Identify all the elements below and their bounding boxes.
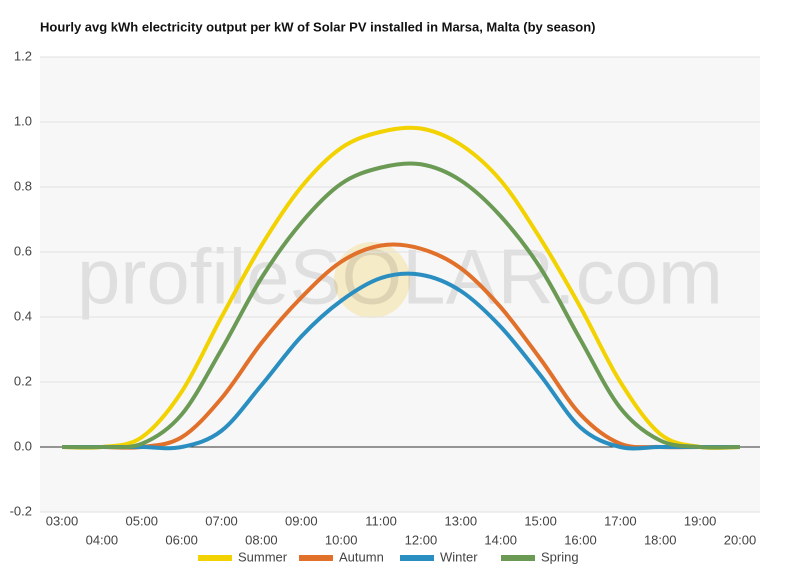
x-tick-label: 14:00: [484, 532, 517, 547]
x-tick-label: 04:00: [86, 532, 119, 547]
watermark: profileSOLAR.com: [77, 233, 723, 321]
x-tick-label: 20:00: [724, 532, 757, 547]
y-tick-label: -0.2: [10, 503, 32, 518]
legend-label: Summer: [238, 549, 288, 564]
series-line: [61, 125, 741, 450]
legend-swatch: [501, 555, 535, 561]
x-tick-label: 05:00: [125, 513, 158, 528]
x-tick-label: 08:00: [245, 532, 278, 547]
y-tick-label: 0.2: [14, 373, 32, 388]
series-line: [62, 242, 740, 450]
y-tick-label: 0.6: [14, 243, 32, 258]
x-tick-label: 13:00: [445, 513, 478, 528]
x-tick-label: 07:00: [205, 513, 238, 528]
x-tick-label: 12:00: [405, 532, 438, 547]
x-tick-label: 09:00: [285, 513, 318, 528]
legend-label: Spring: [541, 549, 579, 564]
x-tick-label: 10:00: [325, 532, 358, 547]
x-tick-label: 06:00: [165, 532, 198, 547]
y-tick-label: 0.4: [14, 308, 32, 323]
x-tick-label: 19:00: [684, 513, 717, 528]
series-line: [62, 271, 740, 451]
legend-swatch: [299, 555, 333, 561]
x-tick-label: 18:00: [644, 532, 677, 547]
x-tick-label: 16:00: [564, 532, 597, 547]
x-tick-label: 03:00: [46, 513, 79, 528]
legend-label: Autumn: [339, 549, 384, 564]
y-tick-label: 0.0: [14, 438, 32, 453]
y-tick-label: 1.2: [14, 48, 32, 63]
y-tick-label: 0.8: [14, 178, 32, 193]
legend-label: Winter: [440, 549, 478, 564]
series-line: [61, 161, 741, 450]
legend-swatch: [198, 555, 232, 561]
x-tick-label: 11:00: [365, 513, 397, 528]
x-tick-label: 15:00: [524, 513, 557, 528]
x-tick-label: 17:00: [604, 513, 637, 528]
legend-swatch: [400, 555, 434, 561]
y-tick-label: 1.0: [14, 113, 32, 128]
chart-title: Hourly avg kWh electricity output per kW…: [40, 19, 596, 34]
